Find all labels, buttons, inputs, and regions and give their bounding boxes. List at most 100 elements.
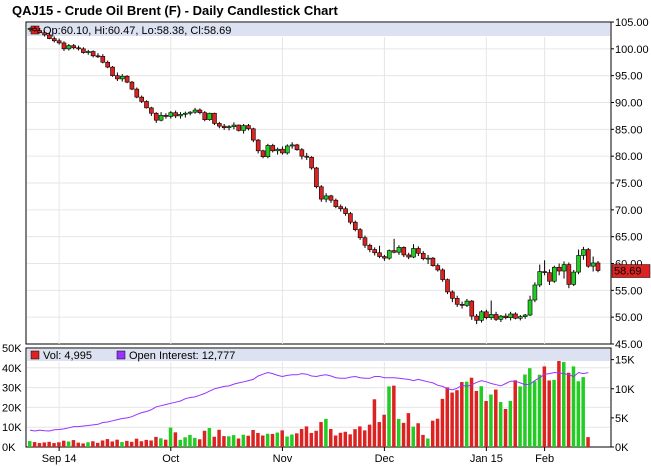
candle-body (42, 32, 47, 36)
candle-body (226, 126, 232, 129)
volume-tick-label: 50K (2, 343, 22, 355)
candle-body (56, 40, 62, 44)
candle-body (153, 112, 159, 121)
price-tick-label: 45.00 (615, 339, 643, 351)
volume-bar (217, 429, 221, 447)
volume-bar (421, 434, 425, 447)
volume-bar (265, 433, 270, 447)
x-tick-label: Sep 14 (42, 453, 77, 465)
price-tick-label: 75.00 (615, 178, 643, 190)
candle-body (85, 51, 91, 53)
candle-body (289, 144, 295, 147)
volume-bar (207, 427, 212, 447)
candle-body (236, 124, 242, 131)
candle-body (71, 45, 76, 49)
candle-body (173, 112, 178, 117)
volume-bar (231, 435, 236, 447)
volume-bar (562, 362, 566, 447)
candle-body (168, 112, 174, 117)
x-tick-label: Feb (535, 453, 554, 465)
candle-body (537, 271, 543, 286)
volume-bar (532, 381, 537, 447)
candle-body (362, 237, 368, 246)
volume-bar (144, 439, 149, 447)
candle-body (488, 314, 494, 319)
volume-bar (435, 418, 440, 447)
candle-body (411, 248, 416, 258)
volume-bar (86, 442, 90, 447)
volume-bar (528, 368, 532, 447)
volume-bar (227, 436, 231, 447)
candle-body (37, 30, 43, 34)
volume-bar (66, 441, 71, 447)
volume-bar (178, 439, 182, 447)
candle-body (47, 34, 52, 39)
price-tick-label: 95.00 (615, 71, 643, 83)
candle-body (498, 315, 504, 320)
volume-bar (576, 381, 581, 447)
volume-bar (503, 408, 508, 447)
candle-body (479, 311, 484, 321)
volume-bar (401, 422, 406, 447)
candle-body (149, 107, 154, 114)
volume-bar (275, 432, 280, 447)
candle-body (144, 101, 149, 109)
price-tick-label: 90.00 (615, 98, 643, 110)
volume-bar (149, 440, 153, 447)
candle-body (90, 51, 96, 57)
price-tick-label: 100.00 (615, 44, 649, 56)
oi-legend-text: Open Interest: 12,777 (129, 350, 235, 362)
volume-bar (129, 441, 134, 447)
volume-tick-label: 0K (2, 442, 16, 454)
candle-body (454, 298, 460, 305)
candle-body (542, 271, 547, 273)
candle-body (420, 253, 426, 259)
volume-bar (100, 440, 105, 447)
volume-bar (542, 366, 547, 447)
volume-bar (547, 380, 551, 447)
volume-bar (508, 400, 513, 447)
volume-bar (188, 434, 192, 447)
price-tick-label: 85.00 (615, 124, 643, 136)
candle-body (338, 206, 344, 210)
volume-bar (484, 401, 488, 447)
x-tick-label: Jan 15 (470, 453, 503, 465)
volume-bar (222, 436, 226, 447)
candle-body (134, 88, 140, 98)
volume-bar (95, 442, 100, 447)
volume-bar (489, 394, 493, 447)
candle-body (265, 145, 271, 158)
volume-bar (299, 428, 304, 447)
volume-bar (81, 443, 85, 447)
candle-body (241, 125, 246, 131)
volume-bar (280, 430, 284, 447)
candle-body (231, 124, 237, 127)
volume-bar (134, 438, 139, 447)
price-tick-label: 80.00 (615, 151, 643, 163)
candle-body (425, 257, 431, 260)
volume-bar (159, 438, 163, 447)
candle-body (430, 257, 436, 266)
candle-body (391, 250, 397, 253)
volume-bar (474, 390, 479, 447)
volume-bar (333, 435, 338, 447)
candle-body (275, 148, 280, 152)
candle-body (246, 125, 251, 130)
candle-body (508, 313, 513, 319)
candle-body (595, 262, 601, 271)
volume-bar (358, 426, 362, 447)
candle-body (343, 208, 348, 214)
volume-bar (105, 439, 110, 447)
candle-body (585, 249, 591, 267)
volume-bar (513, 380, 517, 447)
candle-body (445, 279, 450, 293)
volume-bar (406, 413, 411, 447)
candle-body (163, 115, 169, 117)
volume-tick-label: 40K (2, 363, 22, 375)
price-tick-label: 65.00 (615, 232, 643, 244)
volume-bar (367, 424, 372, 447)
candle-body (459, 303, 465, 306)
volume-bar (324, 418, 328, 447)
